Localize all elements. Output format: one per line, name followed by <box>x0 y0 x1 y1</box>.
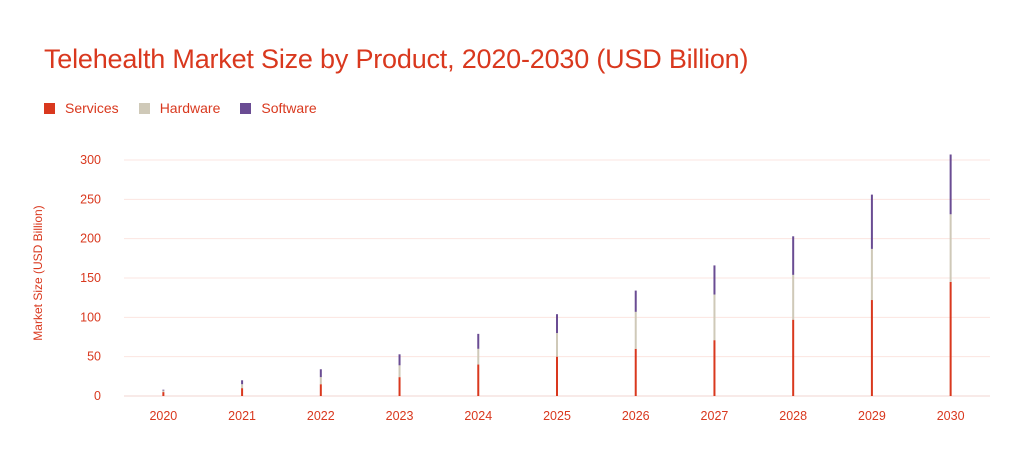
legend-item-software[interactable]: Software <box>240 100 317 116</box>
bar-software-2030 <box>949 154 952 215</box>
bar-hardware-2027 <box>713 294 716 341</box>
x-tick-label-2021: 2021 <box>228 409 256 423</box>
legend-swatch-services <box>44 102 55 114</box>
legend-item-services[interactable]: Services <box>44 100 119 116</box>
bar-software-2020 <box>162 389 165 391</box>
bar-hardware-2022 <box>319 377 322 385</box>
legend-label-services: Services <box>65 100 119 116</box>
x-tick-label-2028: 2028 <box>779 409 807 423</box>
bar-hardware-2029 <box>870 248 873 301</box>
bar-hardware-2023 <box>398 365 401 378</box>
y-tick-label-300: 300 <box>80 153 101 167</box>
legend-swatch-hardware <box>138 102 150 114</box>
bar-services-2026 <box>634 348 637 396</box>
legend-swatch-software <box>240 102 252 114</box>
x-tick-label-2023: 2023 <box>386 409 414 423</box>
bar-services-2022 <box>319 384 322 396</box>
x-tick-label-2026: 2026 <box>622 409 650 423</box>
y-tick-label-50: 50 <box>87 350 101 364</box>
bar-services-2025 <box>556 356 558 396</box>
y-tick-label-0: 0 <box>94 389 101 403</box>
bar-services-2029 <box>870 300 873 396</box>
legend-label-software: Software <box>261 100 317 116</box>
bar-software-2022 <box>319 369 322 378</box>
legend: Services Hardware Software <box>44 100 337 116</box>
bar-hardware-2021 <box>241 384 244 389</box>
x-tick-label-2024: 2024 <box>464 409 492 423</box>
y-tick-label-150: 150 <box>80 271 101 285</box>
x-tick-label-2030: 2030 <box>937 409 965 423</box>
bar-services-2021 <box>241 388 244 396</box>
bar-software-2027 <box>713 265 716 295</box>
legend-item-hardware[interactable]: Hardware <box>138 100 221 116</box>
bar-software-2024 <box>477 333 480 349</box>
x-tick-label-2029: 2029 <box>858 409 886 423</box>
chart-title: Telehealth Market Size by Product, 2020-… <box>44 44 749 74</box>
y-tick-label-200: 200 <box>80 232 101 246</box>
bar-software-2023 <box>398 354 401 366</box>
x-tick-label-2020: 2020 <box>149 409 177 423</box>
bar-hardware-2028 <box>792 274 795 320</box>
bar-services-2024 <box>477 364 480 396</box>
bar-services-2030 <box>949 281 952 396</box>
x-tick-label-2027: 2027 <box>701 409 729 423</box>
bar-software-2029 <box>870 194 873 249</box>
bar-hardware-2026 <box>634 311 637 349</box>
x-tick-label-2022: 2022 <box>307 409 335 423</box>
y-tick-label-250: 250 <box>80 192 101 206</box>
bar-services-2027 <box>713 340 716 396</box>
bar-software-2026 <box>634 290 637 312</box>
bar-software-2021 <box>241 380 244 385</box>
bar-services-2028 <box>792 319 795 396</box>
y-tick-label-100: 100 <box>80 310 101 324</box>
bar-software-2025 <box>556 314 558 334</box>
bar-hardware-2020 <box>162 390 165 393</box>
legend-label-hardware: Hardware <box>159 100 221 116</box>
bar-hardware-2025 <box>556 333 558 357</box>
bar-services-2020 <box>162 392 165 396</box>
bar-hardware-2030 <box>949 214 952 282</box>
bar-software-2028 <box>792 236 795 275</box>
bar-hardware-2024 <box>477 348 480 365</box>
x-tick-label-2025: 2025 <box>543 409 571 423</box>
bar-services-2023 <box>398 377 401 396</box>
